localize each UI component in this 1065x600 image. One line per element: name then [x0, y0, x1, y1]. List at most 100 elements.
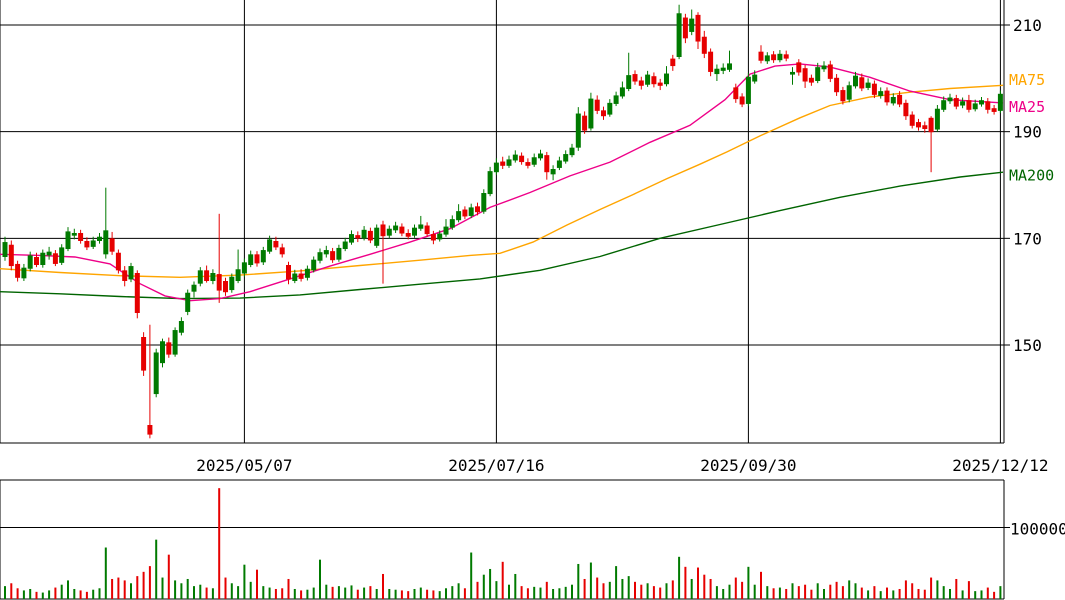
date-axis-label: 2025/12/12 — [952, 456, 1048, 475]
candle-body-down — [52, 253, 58, 264]
volume-bar-up — [388, 588, 391, 599]
volume-bar-down — [331, 586, 334, 599]
volume-bar-down — [205, 587, 208, 599]
candle-body-down — [657, 82, 663, 86]
candle-body-down — [840, 90, 846, 102]
candle-body-down — [582, 115, 588, 131]
candle-body-up — [185, 292, 191, 312]
candle-body-up — [890, 97, 896, 104]
candle-body-down — [771, 54, 777, 61]
candle-body-up — [853, 75, 858, 87]
candle-body-up — [626, 75, 632, 89]
candle-body-up — [720, 67, 726, 71]
volume-bar-up — [778, 587, 781, 599]
ma-legend-label: MA75 — [1009, 71, 1045, 89]
candle-body-down — [638, 80, 644, 86]
volume-bar-up — [413, 588, 416, 599]
volume-bar-down — [917, 588, 920, 599]
candle-body-down — [500, 161, 506, 166]
volume-bar-up — [22, 590, 25, 599]
volume-bar-down — [400, 590, 403, 599]
volume-bar-down — [463, 588, 466, 599]
volume-bar-up — [363, 587, 366, 599]
volume-bar-down — [583, 578, 586, 599]
volume-bar-down — [123, 580, 126, 599]
candle-body-up — [613, 95, 619, 104]
candle-body-down — [166, 342, 172, 355]
volume-bar-up — [627, 576, 630, 599]
candle-body-down — [903, 102, 909, 117]
candle-body-up — [46, 251, 52, 256]
volume-bar-down — [142, 571, 145, 599]
candle-body-up — [947, 97, 953, 102]
volume-bar-up — [344, 587, 347, 599]
volume-bar-up — [558, 588, 561, 599]
volume-bar-down — [85, 591, 88, 599]
candle-body-up — [241, 262, 247, 274]
volume-bar-up — [942, 586, 945, 599]
candle-body-up — [487, 171, 493, 195]
volume-bar-up — [848, 580, 851, 599]
candle-body-up — [550, 169, 556, 175]
candle-body-down — [739, 96, 745, 105]
candle-body-up — [90, 240, 96, 247]
candle-body-up — [664, 73, 669, 85]
volume-bar-up — [470, 552, 473, 599]
ma200-line — [0, 171, 1004, 300]
volume-bar-down — [904, 580, 907, 599]
volume-bar-up — [350, 585, 353, 599]
candle-body-down — [204, 270, 210, 281]
candle-body-up — [752, 74, 758, 82]
volume-bar-down — [287, 578, 290, 599]
volume-bar-up — [306, 589, 309, 599]
candle-body-up — [311, 259, 317, 271]
volume-bar-up — [564, 586, 567, 599]
volume-bar-down — [356, 589, 359, 599]
volume-bar-up — [268, 587, 271, 599]
candle-body-down — [991, 108, 997, 112]
candle-body-down — [871, 83, 877, 95]
volume-bar-down — [930, 577, 933, 599]
volume-bar-up — [766, 586, 769, 599]
candle-body-up — [878, 91, 884, 96]
candle-body-up — [979, 100, 984, 105]
candle-body-down — [141, 337, 147, 371]
volume-bar-up — [577, 563, 580, 599]
candle-body-up — [607, 102, 613, 115]
volume-bar-down — [432, 590, 435, 599]
candle-body-down — [109, 238, 115, 252]
volume-bar-up — [615, 566, 618, 599]
candle-body-up — [790, 71, 795, 75]
candle-body-up — [97, 236, 102, 241]
candle-body-down — [884, 90, 890, 103]
candle-body-down — [122, 270, 128, 281]
candle-body-up — [727, 63, 732, 70]
volume-bar-up — [879, 591, 882, 599]
volume-bar-down — [10, 583, 13, 599]
volume-bar-down — [785, 588, 788, 599]
volume-bar-up — [41, 592, 44, 599]
date-axis-label: 2025/09/30 — [700, 456, 796, 475]
volume-bar-down — [841, 586, 844, 599]
volume-bar-down — [382, 573, 384, 599]
candle-body-up — [538, 153, 543, 159]
candle-body-up — [323, 250, 329, 255]
candle-body-down — [279, 247, 285, 255]
candle-body-up — [764, 55, 770, 62]
candle-body-up — [714, 68, 720, 75]
volume-bar-up — [457, 583, 460, 599]
volume-bar-up — [445, 588, 447, 599]
candle-body-up — [210, 273, 216, 281]
candle-body-up — [481, 193, 487, 212]
volume-bar-down — [501, 561, 504, 599]
volume-bar-up — [854, 583, 857, 599]
volume-bar-up — [174, 580, 177, 599]
candle-body-down — [525, 162, 531, 166]
volume-bar-up — [262, 586, 265, 599]
candle-body-up — [865, 82, 871, 88]
candle-body-down — [223, 281, 228, 293]
volume-bar-up — [337, 586, 340, 599]
volume-bar-up — [394, 589, 397, 599]
candle-body-up — [235, 269, 241, 281]
